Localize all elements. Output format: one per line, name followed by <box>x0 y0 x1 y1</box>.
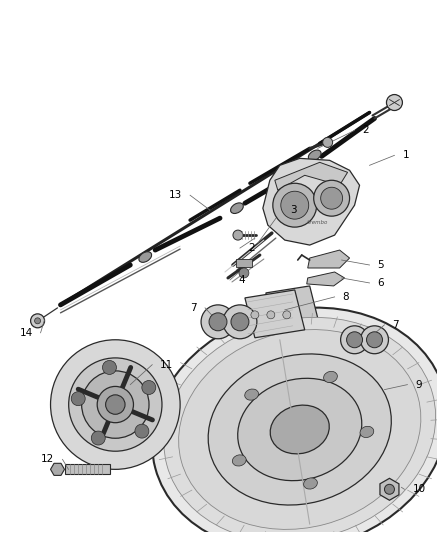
Text: 7: 7 <box>191 303 197 313</box>
Polygon shape <box>275 163 348 190</box>
Circle shape <box>385 484 395 494</box>
Polygon shape <box>307 272 345 286</box>
Text: brembo: brembo <box>307 220 328 224</box>
Text: 8: 8 <box>343 292 349 302</box>
Circle shape <box>323 138 332 148</box>
Ellipse shape <box>360 426 374 438</box>
Circle shape <box>69 358 162 451</box>
Ellipse shape <box>139 252 152 262</box>
Ellipse shape <box>308 150 321 160</box>
Polygon shape <box>50 463 64 475</box>
Text: 4: 4 <box>238 275 244 285</box>
Circle shape <box>341 326 368 354</box>
Ellipse shape <box>238 378 362 481</box>
Polygon shape <box>308 250 350 268</box>
Circle shape <box>31 314 45 328</box>
Polygon shape <box>236 259 252 267</box>
Circle shape <box>283 311 291 319</box>
Circle shape <box>314 180 350 216</box>
Text: 2: 2 <box>248 243 254 253</box>
Circle shape <box>50 340 180 470</box>
Circle shape <box>281 191 309 219</box>
Text: 6: 6 <box>378 278 384 288</box>
Ellipse shape <box>179 329 421 529</box>
Ellipse shape <box>324 372 337 383</box>
Text: 1: 1 <box>403 150 409 160</box>
Ellipse shape <box>164 317 436 533</box>
Circle shape <box>201 305 235 339</box>
Text: 12: 12 <box>41 455 54 464</box>
Circle shape <box>239 268 249 278</box>
Ellipse shape <box>208 354 391 505</box>
Ellipse shape <box>152 308 438 533</box>
Circle shape <box>346 332 363 348</box>
Circle shape <box>233 230 243 240</box>
Ellipse shape <box>245 389 258 400</box>
Circle shape <box>273 183 317 227</box>
Circle shape <box>97 386 134 423</box>
Circle shape <box>223 305 257 339</box>
Ellipse shape <box>304 478 318 489</box>
Text: 14: 14 <box>19 328 32 338</box>
Circle shape <box>91 431 105 445</box>
Ellipse shape <box>233 455 246 466</box>
Circle shape <box>267 311 275 319</box>
Circle shape <box>251 311 259 319</box>
Circle shape <box>135 424 149 438</box>
Text: 3: 3 <box>290 205 297 215</box>
Circle shape <box>81 371 149 438</box>
Circle shape <box>231 313 249 331</box>
Circle shape <box>106 395 125 414</box>
Circle shape <box>102 360 117 374</box>
Text: 10: 10 <box>413 484 425 494</box>
Circle shape <box>209 313 227 331</box>
Circle shape <box>321 187 343 209</box>
Text: 13: 13 <box>169 190 182 200</box>
Circle shape <box>360 326 389 354</box>
Polygon shape <box>263 158 360 245</box>
Text: 7: 7 <box>392 320 399 330</box>
Text: 9: 9 <box>415 379 422 390</box>
Text: 2: 2 <box>363 125 369 135</box>
Circle shape <box>71 392 85 406</box>
Circle shape <box>367 332 382 348</box>
Circle shape <box>35 318 41 324</box>
Ellipse shape <box>270 405 329 454</box>
Circle shape <box>142 381 156 394</box>
Circle shape <box>386 94 403 110</box>
Polygon shape <box>380 478 399 500</box>
Ellipse shape <box>230 203 244 214</box>
Text: 11: 11 <box>160 360 173 370</box>
Text: 5: 5 <box>378 260 384 270</box>
Polygon shape <box>66 464 110 474</box>
Polygon shape <box>266 286 320 333</box>
Polygon shape <box>245 290 305 338</box>
